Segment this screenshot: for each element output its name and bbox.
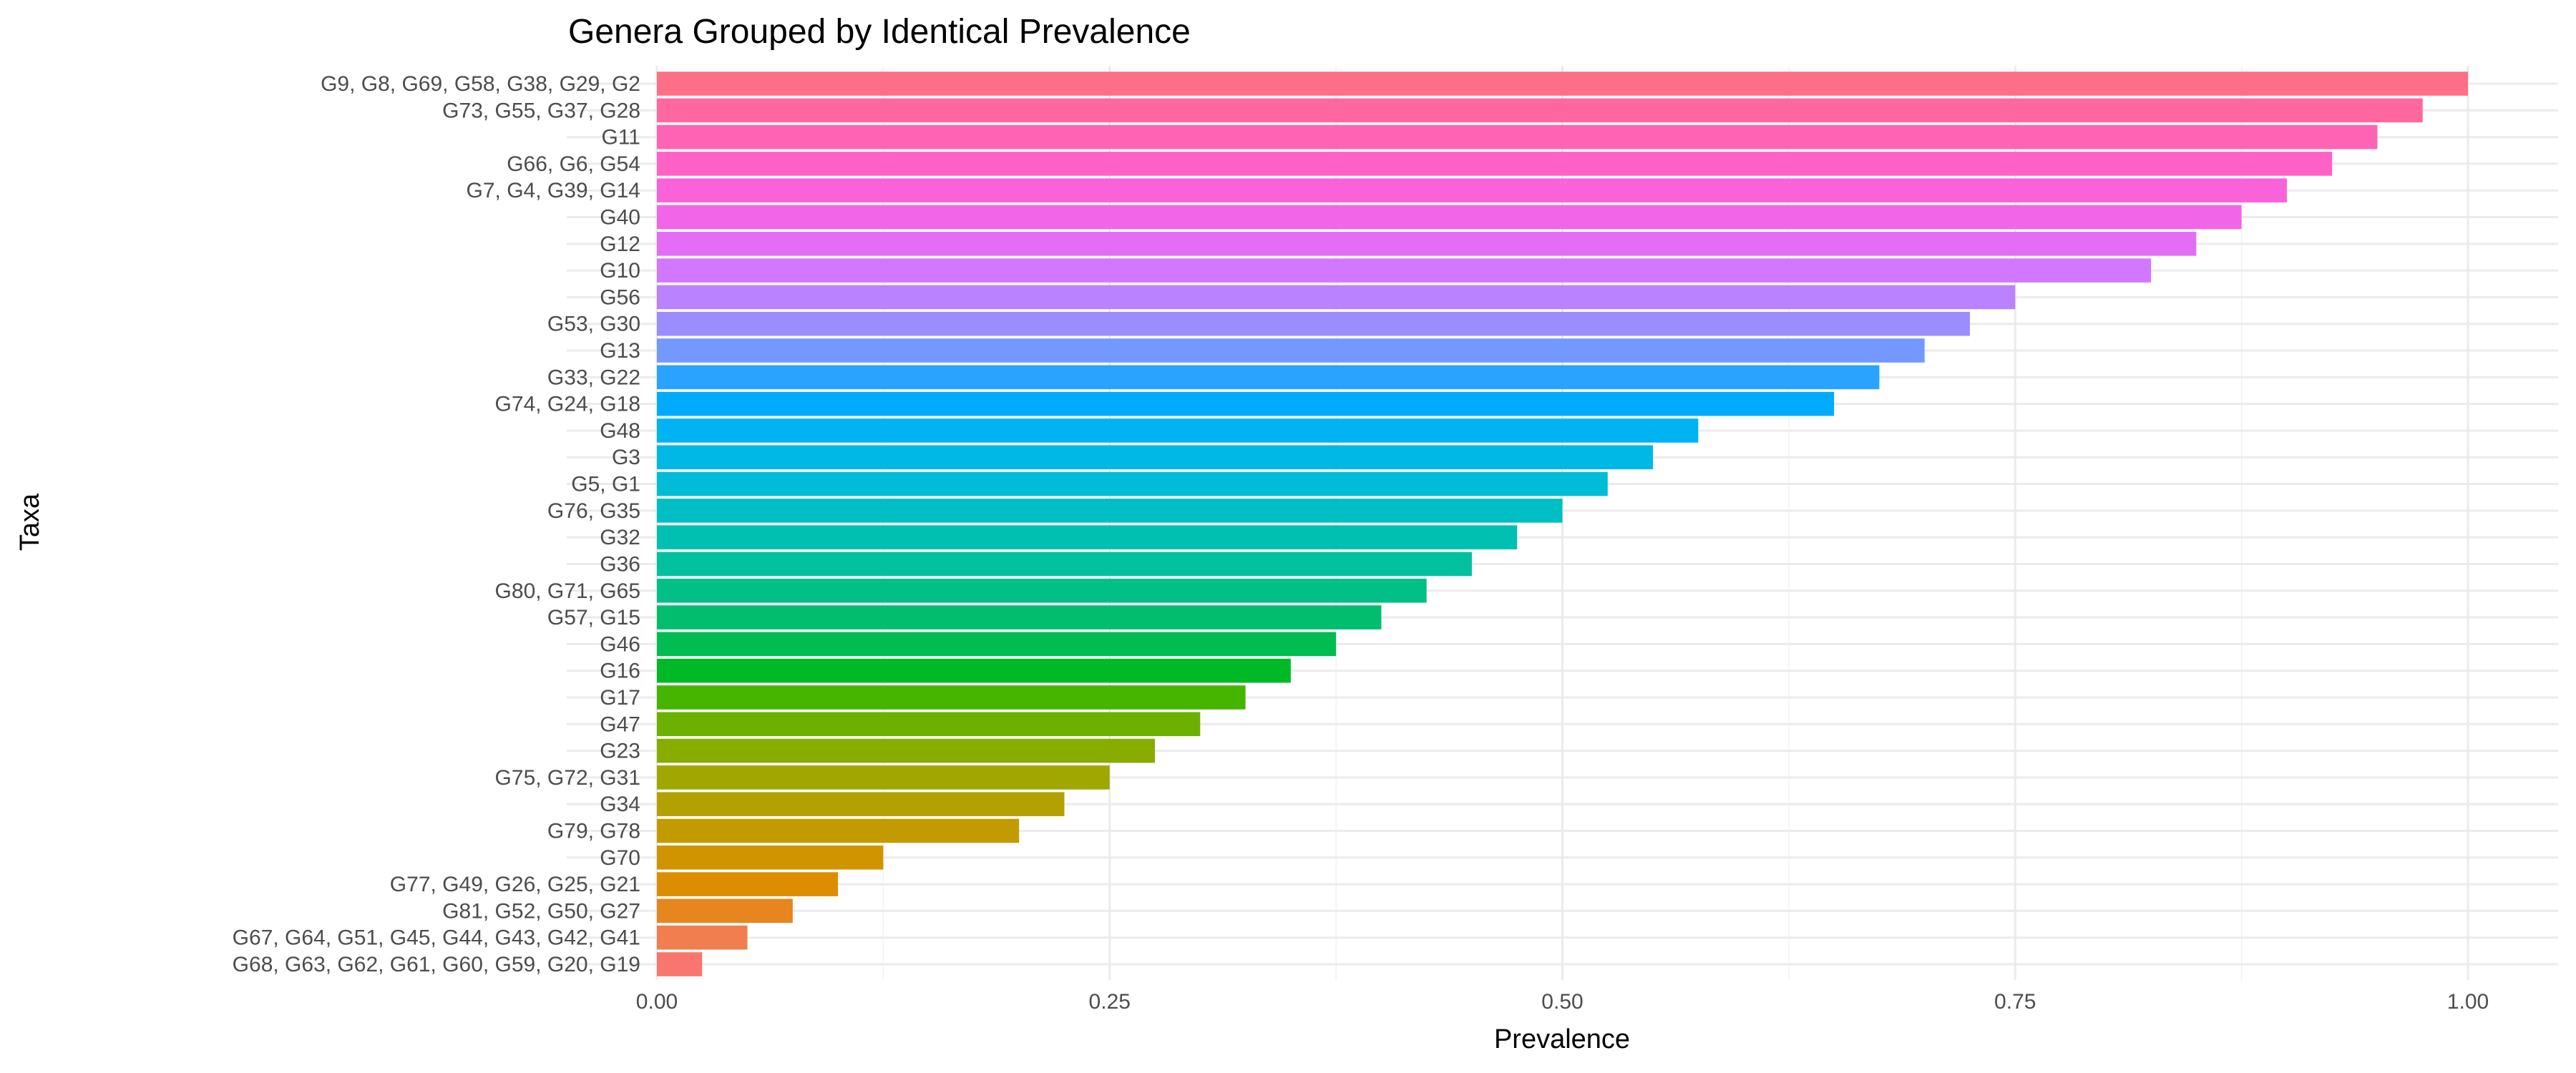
bar — [657, 658, 1291, 683]
y-tick-labels: G9, G8, G69, G58, G38, G29, G2 G73, G55, … — [233, 72, 640, 976]
bar — [657, 258, 2152, 283]
y-tick-label: G40 — [600, 206, 640, 230]
bar — [657, 712, 1201, 737]
x-tick-label: 0.50 — [1541, 990, 1583, 1014]
y-tick-label: G70 — [600, 846, 640, 870]
y-tick-label: G10 — [600, 259, 640, 283]
bar — [657, 872, 839, 896]
y-tick-label: G74, G24, G18 — [495, 393, 640, 416]
y-tick-label: G12 — [600, 232, 640, 256]
x-tick-label: 0.25 — [1089, 990, 1131, 1014]
bar — [657, 846, 884, 870]
bar — [657, 552, 1472, 577]
bar — [657, 205, 2242, 230]
bar — [657, 391, 1835, 416]
bar — [657, 124, 2378, 150]
y-tick-label: G11 — [602, 126, 640, 150]
y-tick-label: G34 — [600, 793, 640, 816]
x-tick-labels: 0.00 0.25 0.50 0.75 1.00 — [636, 990, 2489, 1014]
bar — [657, 445, 1654, 470]
y-tick-label: G57, G15 — [547, 606, 640, 629]
bar — [657, 792, 1065, 816]
y-tick-label: G73, G55, G37, G28 — [442, 99, 640, 122]
bar — [657, 632, 1337, 657]
y-tick-label: G48 — [600, 419, 640, 443]
y-axis-title: Taxa — [15, 493, 45, 551]
bar — [657, 178, 2287, 202]
y-tick-label: G68, G63, G62, G61, G60, G59, G20, G19 — [233, 953, 640, 976]
y-tick-label: G56 — [600, 285, 640, 309]
bar — [657, 578, 1427, 603]
y-tick-label: G36 — [600, 552, 640, 576]
y-tick-label: G77, G49, G26, G25, G21 — [390, 873, 640, 896]
bar — [657, 365, 1880, 390]
y-tick-label: G32 — [600, 526, 640, 549]
bar — [657, 232, 2197, 256]
x-tick-label: 1.00 — [2447, 990, 2489, 1014]
y-tick-label: G76, G35 — [547, 499, 640, 523]
y-tick-label: G81, G52, G50, G27 — [442, 899, 640, 923]
bar — [657, 605, 1382, 629]
y-tick-label: G13 — [600, 339, 640, 363]
y-tick-label: G33, G22 — [547, 366, 640, 389]
y-tick-label: G16 — [600, 660, 640, 683]
y-tick-label: G47 — [600, 712, 640, 736]
chart-title: Genera Grouped by Identical Prevalence — [568, 13, 1191, 51]
bar — [657, 685, 1246, 710]
bar — [657, 818, 1020, 843]
y-tick-label: G9, G8, G69, G58, G38, G29, G2 — [321, 72, 640, 96]
y-tick-label: G3 — [612, 446, 640, 469]
y-tick-label: G80, G71, G65 — [495, 579, 640, 603]
gridlines — [567, 66, 2558, 980]
bar — [657, 898, 793, 923]
bar — [657, 418, 1699, 443]
bar — [657, 338, 1925, 363]
x-axis-title: Prevalence — [1494, 1024, 1630, 1054]
y-tick-label: G75, G72, G31 — [495, 766, 640, 790]
x-tick-label: 0.75 — [1994, 990, 2036, 1014]
bar — [657, 311, 1970, 336]
bar — [657, 738, 1156, 763]
bar — [657, 925, 748, 950]
bar — [657, 765, 1110, 790]
y-tick-label: G79, G78 — [547, 819, 640, 843]
y-tick-label: G5, G1 — [571, 473, 640, 496]
y-tick-label: G66, G6, G54 — [507, 152, 640, 176]
y-tick-label: G53, G30 — [547, 313, 640, 336]
y-tick-label: G23 — [600, 740, 640, 763]
bar — [657, 98, 2423, 123]
bar — [657, 152, 2333, 176]
y-tick-label: G67, G64, G51, G45, G44, G43, G42, G41 — [233, 926, 640, 950]
bar — [657, 285, 2016, 310]
x-tick-label: 0.00 — [636, 990, 678, 1014]
bar — [657, 471, 1608, 496]
y-tick-label: G17 — [600, 686, 640, 710]
bar — [657, 499, 1563, 523]
bar — [657, 525, 1518, 549]
bar — [657, 72, 2468, 96]
bar — [657, 952, 703, 976]
y-tick-label: G7, G4, G39, G14 — [467, 179, 640, 202]
y-tick-label: G46 — [600, 632, 640, 656]
bars — [657, 72, 2468, 976]
